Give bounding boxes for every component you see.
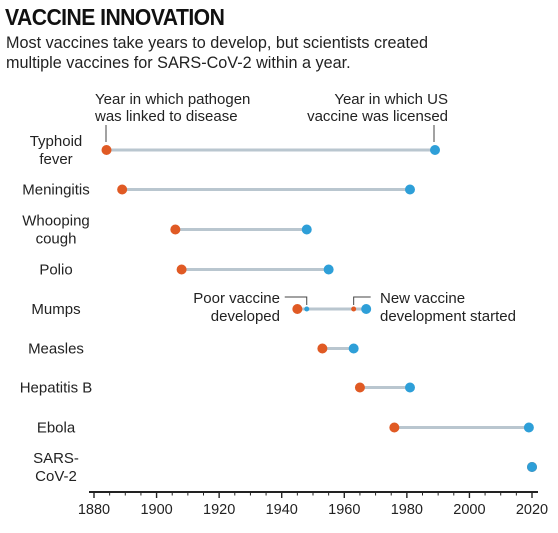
row-label: Mumps — [31, 301, 80, 318]
event-leader — [353, 296, 371, 305]
linked-year-dot — [292, 304, 303, 314]
x-tick-label: 2020 — [516, 502, 548, 518]
event-marker — [351, 306, 357, 312]
legend-label-licensed: Year in which US vaccine was licensed — [307, 91, 448, 125]
row-label: Polio — [39, 262, 72, 279]
row-label: Meningitis — [22, 182, 90, 199]
x-tick-label: 1940 — [266, 502, 298, 518]
row-label: Whooping cough — [22, 213, 90, 248]
linked-year-dot — [176, 264, 187, 275]
linked-year-dot — [317, 343, 328, 354]
licensed-year-dot — [523, 422, 534, 433]
legend-label-linked: Year in which pathogen was linked to dise… — [94, 91, 250, 125]
event-label: Poor vaccine developed — [193, 290, 280, 325]
licensed-year-dot — [430, 145, 441, 155]
x-tick-label: 1960 — [328, 502, 360, 518]
row-label: Ebola — [37, 420, 76, 437]
x-tick-label: 1980 — [391, 502, 423, 518]
licensed-year-dot — [301, 224, 312, 235]
row-label: SARS-CoV-2 — [33, 450, 79, 485]
x-tick-label: 1920 — [203, 502, 235, 518]
licensed-year-dot — [323, 264, 334, 275]
event-leader — [284, 296, 308, 305]
row-label: Typhoid fever — [30, 133, 83, 168]
licensed-year-dot — [348, 343, 359, 354]
x-tick-label: 2000 — [453, 502, 485, 518]
event-marker — [304, 306, 310, 312]
licensed-year-dot — [404, 382, 415, 393]
row-label: Hepatitis B — [20, 380, 93, 397]
x-tick-label: 1900 — [140, 502, 172, 518]
linked-year-dot — [101, 145, 112, 155]
licensed-year-dot — [527, 462, 537, 472]
row-label: Measles — [28, 341, 84, 358]
event-label: New vaccine development started — [380, 290, 516, 325]
licensed-year-dot — [361, 304, 372, 314]
x-tick-label: 1880 — [78, 502, 110, 518]
licensed-year-dot — [404, 184, 415, 195]
linked-year-dot — [389, 422, 400, 433]
linked-year-dot — [170, 224, 181, 235]
linked-year-dot — [354, 382, 365, 393]
linked-year-dot — [117, 184, 128, 195]
chart-subtitle: Most vaccines take years to develop, but… — [6, 34, 428, 72]
chart-title: VACCINE INNOVATION — [5, 4, 225, 30]
